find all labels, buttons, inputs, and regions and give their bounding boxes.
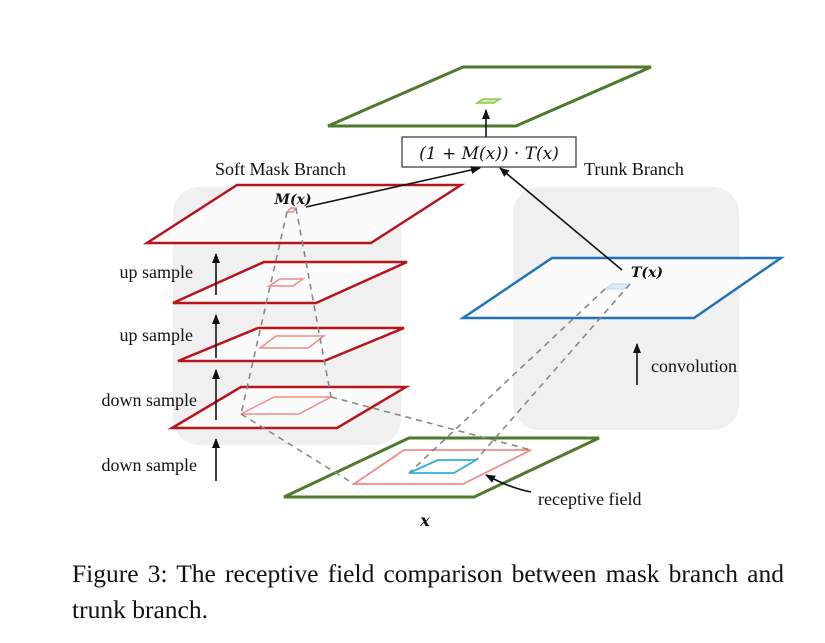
- receptive-projection-lines: [240, 207, 631, 485]
- trunk-branch-label: Trunk Branch: [584, 159, 684, 179]
- mask-region-4: [285, 207, 298, 213]
- mask-step-label-1: up sample: [120, 262, 194, 282]
- input-layer: [283, 436, 600, 499]
- mask-region-2: [257, 335, 327, 349]
- soft-mask-panel: [173, 187, 401, 445]
- figure-caption: Figure 3: The receptive field comparison…: [72, 559, 784, 624]
- soft-mask-branch-label: Soft Mask Branch: [215, 159, 346, 179]
- receptive-field-label: receptive field: [538, 489, 641, 509]
- receptive-field-pointer: [485, 474, 532, 493]
- mask-output-label: M(x): [273, 192, 311, 208]
- input-label: x: [419, 511, 430, 530]
- convolution-label: convolution: [651, 356, 737, 376]
- mask-step-label-2: up sample: [120, 325, 194, 345]
- mask-step-label-4: down sample: [102, 455, 197, 475]
- output-layer: [327, 65, 652, 128]
- input-mask-field: [351, 449, 532, 485]
- receptive-field-diagram: (1 + M(x)) · T(x) Soft Mask Branch Trunk…: [102, 65, 786, 530]
- mask-layer-3: [172, 260, 408, 305]
- mask-to-formula-arrow: [305, 166, 481, 208]
- mask-layer-1: [167, 385, 411, 430]
- formula-box: [401, 136, 577, 168]
- mask-region-3: [266, 278, 306, 287]
- trunk-to-formula-arrow: [499, 167, 623, 271]
- mask-layer-4: [142, 183, 466, 245]
- mask-step-label-3: down sample: [102, 390, 197, 410]
- trunk-output-label: T(x): [631, 265, 663, 281]
- mask-region-1: [240, 396, 332, 415]
- input-trunk-field: [408, 459, 480, 474]
- formula: (1 + M(x)) · T(x): [419, 144, 559, 164]
- trunk-cell: [603, 283, 632, 290]
- output-cell: [474, 98, 503, 104]
